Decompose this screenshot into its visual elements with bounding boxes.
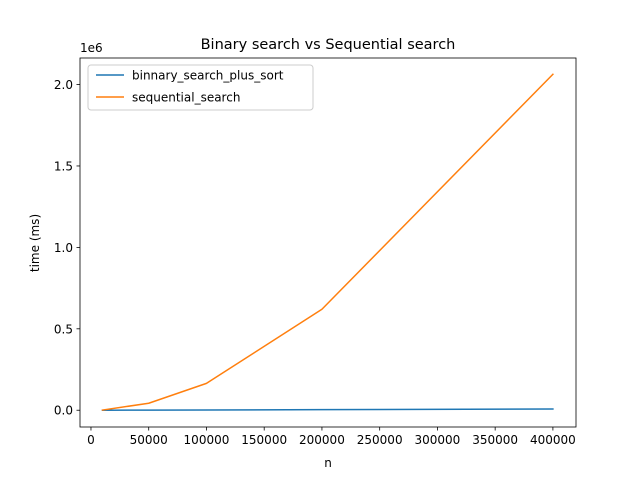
- series-line-2: [101, 73, 554, 411]
- x-axis-label: n: [324, 456, 332, 470]
- x-tick-label: 0: [87, 433, 95, 447]
- y-axis-label: time (ms): [28, 214, 42, 272]
- legend-label-2: sequential_search: [132, 91, 240, 105]
- series-layer: [101, 73, 554, 411]
- y-tick-label: 0.5: [54, 322, 73, 336]
- plot-frame: [79, 57, 577, 428]
- x-tick-label: 100000: [184, 433, 230, 447]
- y-tick-label: 1.0: [54, 241, 73, 255]
- y-tick-label: 0.0: [54, 404, 73, 418]
- axes-layer: 0 50000 100000 150000 200000 250000 300000 3500…: [54, 57, 577, 447]
- x-tick-label: 350000: [472, 433, 518, 447]
- x-tick-label: 400000: [530, 433, 576, 447]
- x-tick-label: 50000: [130, 433, 168, 447]
- x-tick-label: 200000: [299, 433, 345, 447]
- series-line-1: [101, 408, 554, 411]
- legend: binnary_search_plus_sort sequential_searc…: [87, 64, 314, 111]
- x-tick-label: 150000: [241, 433, 287, 447]
- y-axis-offset-label: 1e6: [80, 41, 103, 55]
- y-tick-label: 1.5: [54, 159, 73, 173]
- y-tick-label: 2.0: [54, 78, 73, 92]
- x-tick-label: 300000: [415, 433, 461, 447]
- chart-title: Binary search vs Sequential search: [201, 37, 456, 53]
- legend-box: [87, 64, 314, 111]
- legend-label-1: binnary_search_plus_sort: [132, 69, 284, 83]
- x-tick-label: 250000: [357, 433, 403, 447]
